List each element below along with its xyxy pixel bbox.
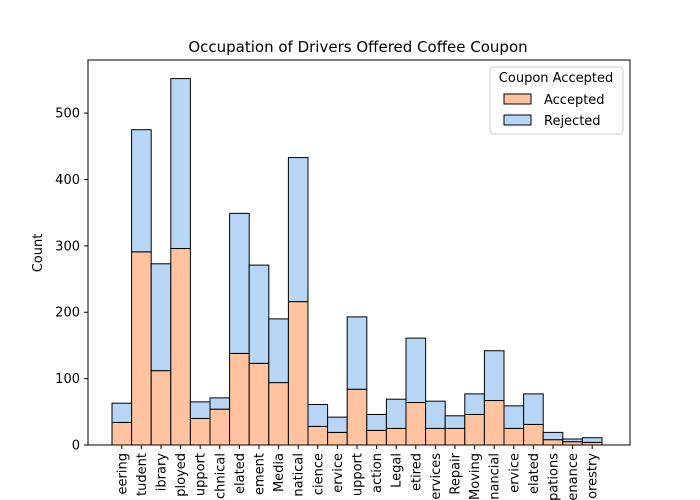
bar-rejected-9 [287, 157, 309, 303]
legend: Coupon Accepted Accepted Rejected [489, 66, 624, 135]
x-tick-label: orestry [586, 453, 601, 499]
x-tick-label: action [370, 453, 385, 493]
bar-rejected-15 [405, 337, 427, 404]
x-tick-label: ibrary [155, 453, 170, 492]
x-tick-label: upport [351, 453, 366, 496]
bar-accepted-20 [503, 427, 525, 446]
x-tick-label: elated [527, 453, 542, 494]
bar-accepted-0 [111, 421, 133, 446]
bar-rejected-6 [229, 212, 250, 354]
bar-accepted-5 [209, 408, 231, 446]
x-tick-label: eering [115, 453, 130, 494]
bar-accepted-11 [327, 431, 348, 446]
y-tick-label: 100 [55, 372, 80, 387]
bar-accepted-22 [542, 439, 564, 446]
bar-rejected-13 [366, 413, 387, 431]
bar-accepted-19 [483, 400, 505, 446]
bar-accepted-13 [366, 429, 387, 446]
bar-accepted-14 [385, 427, 407, 446]
bars-layer [111, 78, 603, 446]
x-tick-label: ement [253, 453, 268, 495]
bar-accepted-21 [523, 423, 544, 446]
bar-rejected-5 [209, 397, 231, 410]
x-ticks-layer: eering tudent ibrary ployed upport chnical ela… [115, 445, 601, 500]
x-tick-label: ervice [331, 453, 346, 493]
x-tick-label: Moving [468, 453, 483, 500]
bar-rejected-0 [111, 402, 133, 423]
x-tick-label: tudent [135, 453, 150, 496]
bar-rejected-18 [464, 393, 485, 415]
x-tick-label: Legal [390, 453, 405, 488]
bar-accepted-15 [405, 402, 427, 446]
bar-rejected-16 [425, 400, 446, 429]
x-tick-label: nancial [488, 453, 503, 500]
x-tick-label: etired [409, 453, 424, 491]
bar-accepted-4 [189, 417, 211, 446]
bar-accepted-1 [131, 251, 152, 446]
x-tick-label: upport [194, 453, 209, 496]
bar-rejected-24 [581, 437, 603, 443]
bar-accepted-9 [287, 301, 309, 446]
bar-rejected-22 [542, 431, 564, 441]
x-tick-label: chnical [213, 453, 228, 499]
chart-title: Occupation of Drivers Offered Coffee Cou… [188, 38, 527, 56]
bar-rejected-10 [307, 404, 329, 427]
bar-rejected-14 [385, 398, 407, 429]
legend-title: Coupon Accepted [499, 71, 613, 86]
bar-accepted-17 [444, 427, 466, 446]
bar-rejected-4 [189, 401, 211, 419]
y-axis-label: Count [31, 234, 46, 273]
y-ticks-layer: 0 100 200 300 400 500 [55, 107, 88, 454]
plot-frame [87, 59, 631, 446]
bar-rejected-2 [150, 263, 172, 372]
bar-accepted-16 [425, 427, 446, 446]
bar-accepted-12 [346, 388, 368, 446]
x-tick-label: Media [272, 453, 287, 492]
y-tick-label: 300 [55, 239, 80, 254]
x-tick-label: Repair [449, 452, 464, 494]
x-tick-label: natical [292, 453, 307, 497]
bar-accepted-10 [307, 425, 329, 446]
bar-rejected-7 [248, 264, 270, 364]
bar-accepted-2 [150, 370, 172, 446]
x-tick-label: ervice [507, 453, 522, 493]
legend-swatch-rejected [503, 114, 532, 126]
y-tick-label: 0 [72, 439, 80, 454]
bar-rejected-11 [327, 416, 348, 433]
y-tick-label: 400 [55, 173, 80, 188]
x-tick-label: enance [566, 453, 581, 500]
bar-rejected-21 [523, 393, 544, 425]
y-tick-label: 200 [55, 306, 80, 321]
bar-rejected-20 [503, 405, 525, 429]
bar-accepted-6 [229, 352, 250, 446]
bar-rejected-23 [562, 438, 583, 443]
bar-rejected-3 [170, 78, 191, 250]
bar-rejected-8 [268, 318, 289, 384]
x-tick-label: ployed [174, 453, 189, 497]
y-tick-label: 500 [55, 107, 80, 122]
bar-rejected-12 [346, 316, 368, 390]
bar-accepted-7 [248, 362, 270, 446]
bar-rejected-1 [131, 129, 152, 253]
legend-label-accepted: Accepted [544, 93, 605, 108]
bar-rejected-19 [483, 350, 505, 402]
x-tick-label: ervices [429, 453, 444, 500]
legend-swatch-accepted [503, 93, 532, 105]
x-tick-label: cience [311, 453, 326, 495]
x-tick-label: pations [547, 453, 562, 500]
x-tick-label: elated [233, 453, 248, 494]
bar-accepted-8 [268, 382, 289, 446]
bar-accepted-3 [170, 248, 191, 446]
bar-rejected-17 [444, 415, 466, 429]
bar-accepted-18 [464, 413, 485, 446]
legend-label-rejected: Rejected [544, 114, 601, 129]
